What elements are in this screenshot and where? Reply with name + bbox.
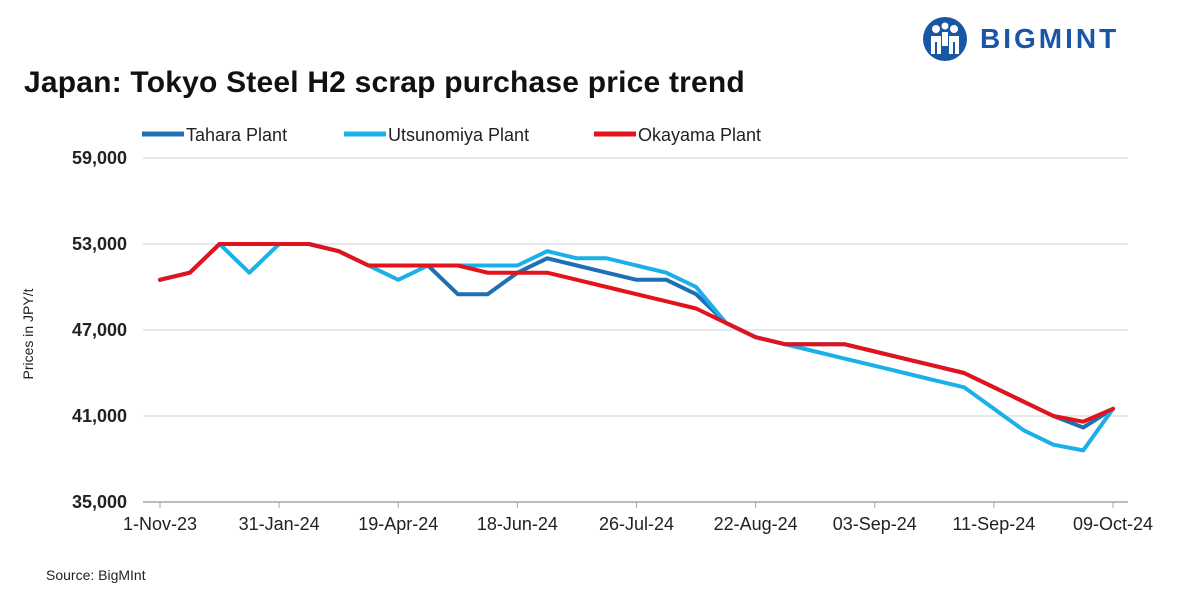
series-lines <box>158 242 1115 453</box>
y-axis-ticks: 35,000 41,000 47,000 53,000 59,000 <box>72 148 127 512</box>
legend-label: Okayama Plant <box>638 125 761 145</box>
series-line-okayama-plant <box>158 242 1115 424</box>
y-tick-label: 41,000 <box>72 406 127 426</box>
gridlines <box>143 157 1128 503</box>
y-axis-label: Prices in JPY/t <box>20 288 36 379</box>
legend-label: Tahara Plant <box>186 125 287 145</box>
x-axis-ticks: 1-Nov-23 31-Jan-24 19-Apr-24 18-Jun-24 26-Ju… <box>123 502 1153 534</box>
y-tick-label: 53,000 <box>72 234 127 254</box>
x-tick-label: 1-Nov-23 <box>123 514 197 534</box>
bigmint-logo: BIGMINT <box>922 16 1119 62</box>
x-tick-label: 03-Sep-24 <box>833 514 917 534</box>
x-tick-label: 18-Jun-24 <box>477 514 558 534</box>
brand-name: BIGMINT <box>980 23 1120 54</box>
legend: Tahara Plant Utsunomiya Plant Okayama Plan… <box>142 125 761 145</box>
x-tick-label: 31-Jan-24 <box>239 514 320 534</box>
x-tick-label: 26-Jul-24 <box>599 514 674 534</box>
x-tick-label: 09-Oct-24 <box>1073 514 1153 534</box>
series-line-utsunomiya-plant <box>158 242 1115 453</box>
source-note: Source: BigMInt <box>46 567 146 583</box>
bigmint-logo-icon <box>923 17 967 61</box>
series-line-tahara-plant <box>158 242 1115 430</box>
legend-label: Utsunomiya Plant <box>388 125 529 145</box>
x-tick-label: 22-Aug-24 <box>714 514 798 534</box>
y-tick-label: 59,000 <box>72 148 127 168</box>
x-tick-label: 19-Apr-24 <box>358 514 438 534</box>
chart-title: Japan: Tokyo Steel H2 scrap purchase pri… <box>24 66 745 99</box>
y-tick-label: 47,000 <box>72 320 127 340</box>
x-tick-label: 11-Sep-24 <box>953 514 1036 534</box>
y-tick-label: 35,000 <box>72 492 127 512</box>
